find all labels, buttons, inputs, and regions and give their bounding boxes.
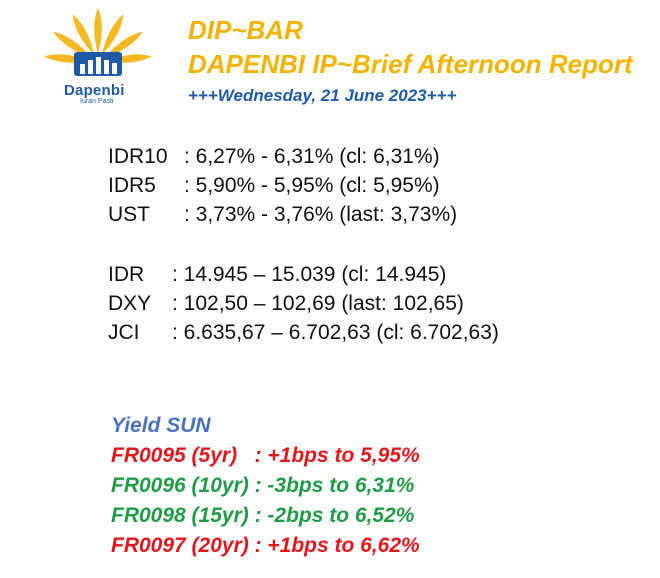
market-label: IDR [108,263,145,286]
bond-yields-block: IDR10 : 6,27% - 6,31% (cl: 6,31%) IDR5 :… [108,142,457,229]
market-row: DXY : 102,50 – 102,69 (last: 102,65) [108,289,499,318]
bond-row: IDR10 : 6,27% - 6,31% (cl: 6,31%) [108,142,457,171]
bond-label: IDR10 [108,145,168,168]
bond-value: : 3,73% - 3,76% (last: 3,73%) [184,203,458,226]
report-date: +++Wednesday, 21 June 2023+++ [188,86,457,105]
market-label: DXY [108,292,152,315]
market-value: : 6.635,67 – 6.702,63 (cl: 6.702,63) [172,321,499,344]
bond-row: UST : 3,73% - 3,76% (last: 3,73%) [108,200,457,229]
market-row: IDR : 14.945 – 15.039 (cl: 14.945) [108,260,499,289]
bond-row: IDR5 : 5,90% - 5,95% (cl: 5,95%) [108,171,457,200]
logo-wordmark: Dapenbi [64,82,125,99]
yield-row: FR0097 (20yr) : +1bps to 6,62% [111,534,420,557]
markets-block: IDR : 14.945 – 15.039 (cl: 14.945) DXY :… [108,260,499,347]
market-row: JCI : 6.635,67 – 6.702,63 (cl: 6.702,63) [108,318,499,347]
dapenbi-logo [38,4,158,114]
bond-label: IDR5 [108,174,156,197]
market-label: JCI [108,321,140,344]
market-value: : 102,50 – 102,69 (last: 102,65) [172,292,464,315]
yield-sun-heading: Yield SUN [111,414,211,437]
bond-label: UST [108,203,150,226]
report-title: DIP~BAR [188,15,303,45]
yield-row: FR0098 (15yr) : -2bps to 6,52% [111,504,415,527]
yield-row: FR0095 (5yr) : +1bps to 5,95% [111,444,420,467]
logo-tagline: Iuran Pasti [80,98,114,105]
bond-value: : 6,27% - 6,31% (cl: 6,31%) [184,145,440,168]
yield-sun-block: Yield SUN FR0095 (5yr) : +1bps to 5,95% … [111,411,420,561]
report-subtitle: DAPENBI IP~Brief Afternoon Report [188,49,633,79]
sunburst-logo-icon [44,8,152,76]
yield-row: FR0096 (10yr) : -3bps to 6,31% [111,474,415,497]
bond-value: : 5,90% - 5,95% (cl: 5,95%) [184,174,440,197]
market-value: : 14.945 – 15.039 (cl: 14.945) [172,263,447,286]
